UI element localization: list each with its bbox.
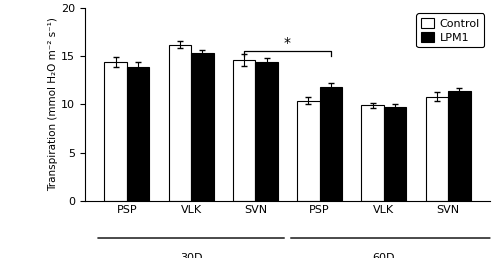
Bar	[448, 91, 470, 201]
Text: *: *	[284, 36, 291, 50]
Bar	[426, 97, 448, 201]
Y-axis label: Transpiration (mmol H₂O m⁻² s⁻¹): Transpiration (mmol H₂O m⁻² s⁻¹)	[48, 18, 58, 191]
Bar	[233, 60, 256, 201]
Bar	[104, 62, 127, 201]
Bar	[168, 44, 191, 201]
Bar	[320, 87, 342, 201]
Bar	[191, 53, 214, 201]
Bar	[384, 107, 406, 201]
Bar	[297, 101, 320, 201]
Legend: Control, LPM1: Control, LPM1	[416, 13, 484, 47]
Bar	[127, 67, 150, 201]
Text: 60D: 60D	[372, 253, 395, 258]
Text: 30D: 30D	[180, 253, 203, 258]
Bar	[256, 62, 278, 201]
Bar	[362, 106, 384, 201]
